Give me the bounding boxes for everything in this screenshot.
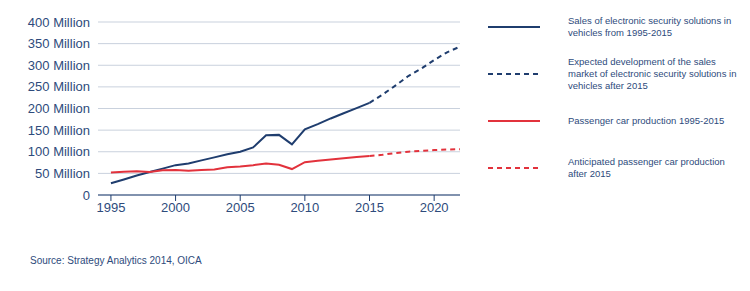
svg-text:350 Million: 350 Million xyxy=(28,36,90,51)
svg-text:150 Million: 150 Million xyxy=(28,123,90,138)
svg-text:200 Million: 200 Million xyxy=(28,101,90,116)
html-text:Passenger car production 1995-: Passenger car production 1995-2015 xyxy=(568,115,725,126)
svg-text:400 Million: 400 Million xyxy=(28,15,90,30)
svg-text:100 Million: 100 Million xyxy=(28,144,90,159)
svg-text:2020: 2020 xyxy=(420,200,449,215)
html-text:Source: Strategy Analytics 201: Source: Strategy Analytics 2014, OICA xyxy=(30,255,202,266)
html-text:Sales of electronic security s: Sales of electronic security solutions i… xyxy=(568,15,732,38)
svg-text:2000: 2000 xyxy=(161,200,190,215)
html-text:Anticipated passenger car prod: Anticipated passenger car production aft… xyxy=(568,156,725,179)
svg-text:2015: 2015 xyxy=(355,200,384,215)
svg-text:250 Million: 250 Million xyxy=(28,79,90,94)
html-text:Expected development of the sa: Expected development of the sales market… xyxy=(568,56,737,91)
svg-text:2005: 2005 xyxy=(226,200,255,215)
svg-text:50 Million: 50 Million xyxy=(35,166,90,181)
svg-text:1995: 1995 xyxy=(96,200,125,215)
svg-text:300 Million: 300 Million xyxy=(28,58,90,73)
svg-text:2010: 2010 xyxy=(290,200,319,215)
svg-text:0: 0 xyxy=(83,188,90,203)
